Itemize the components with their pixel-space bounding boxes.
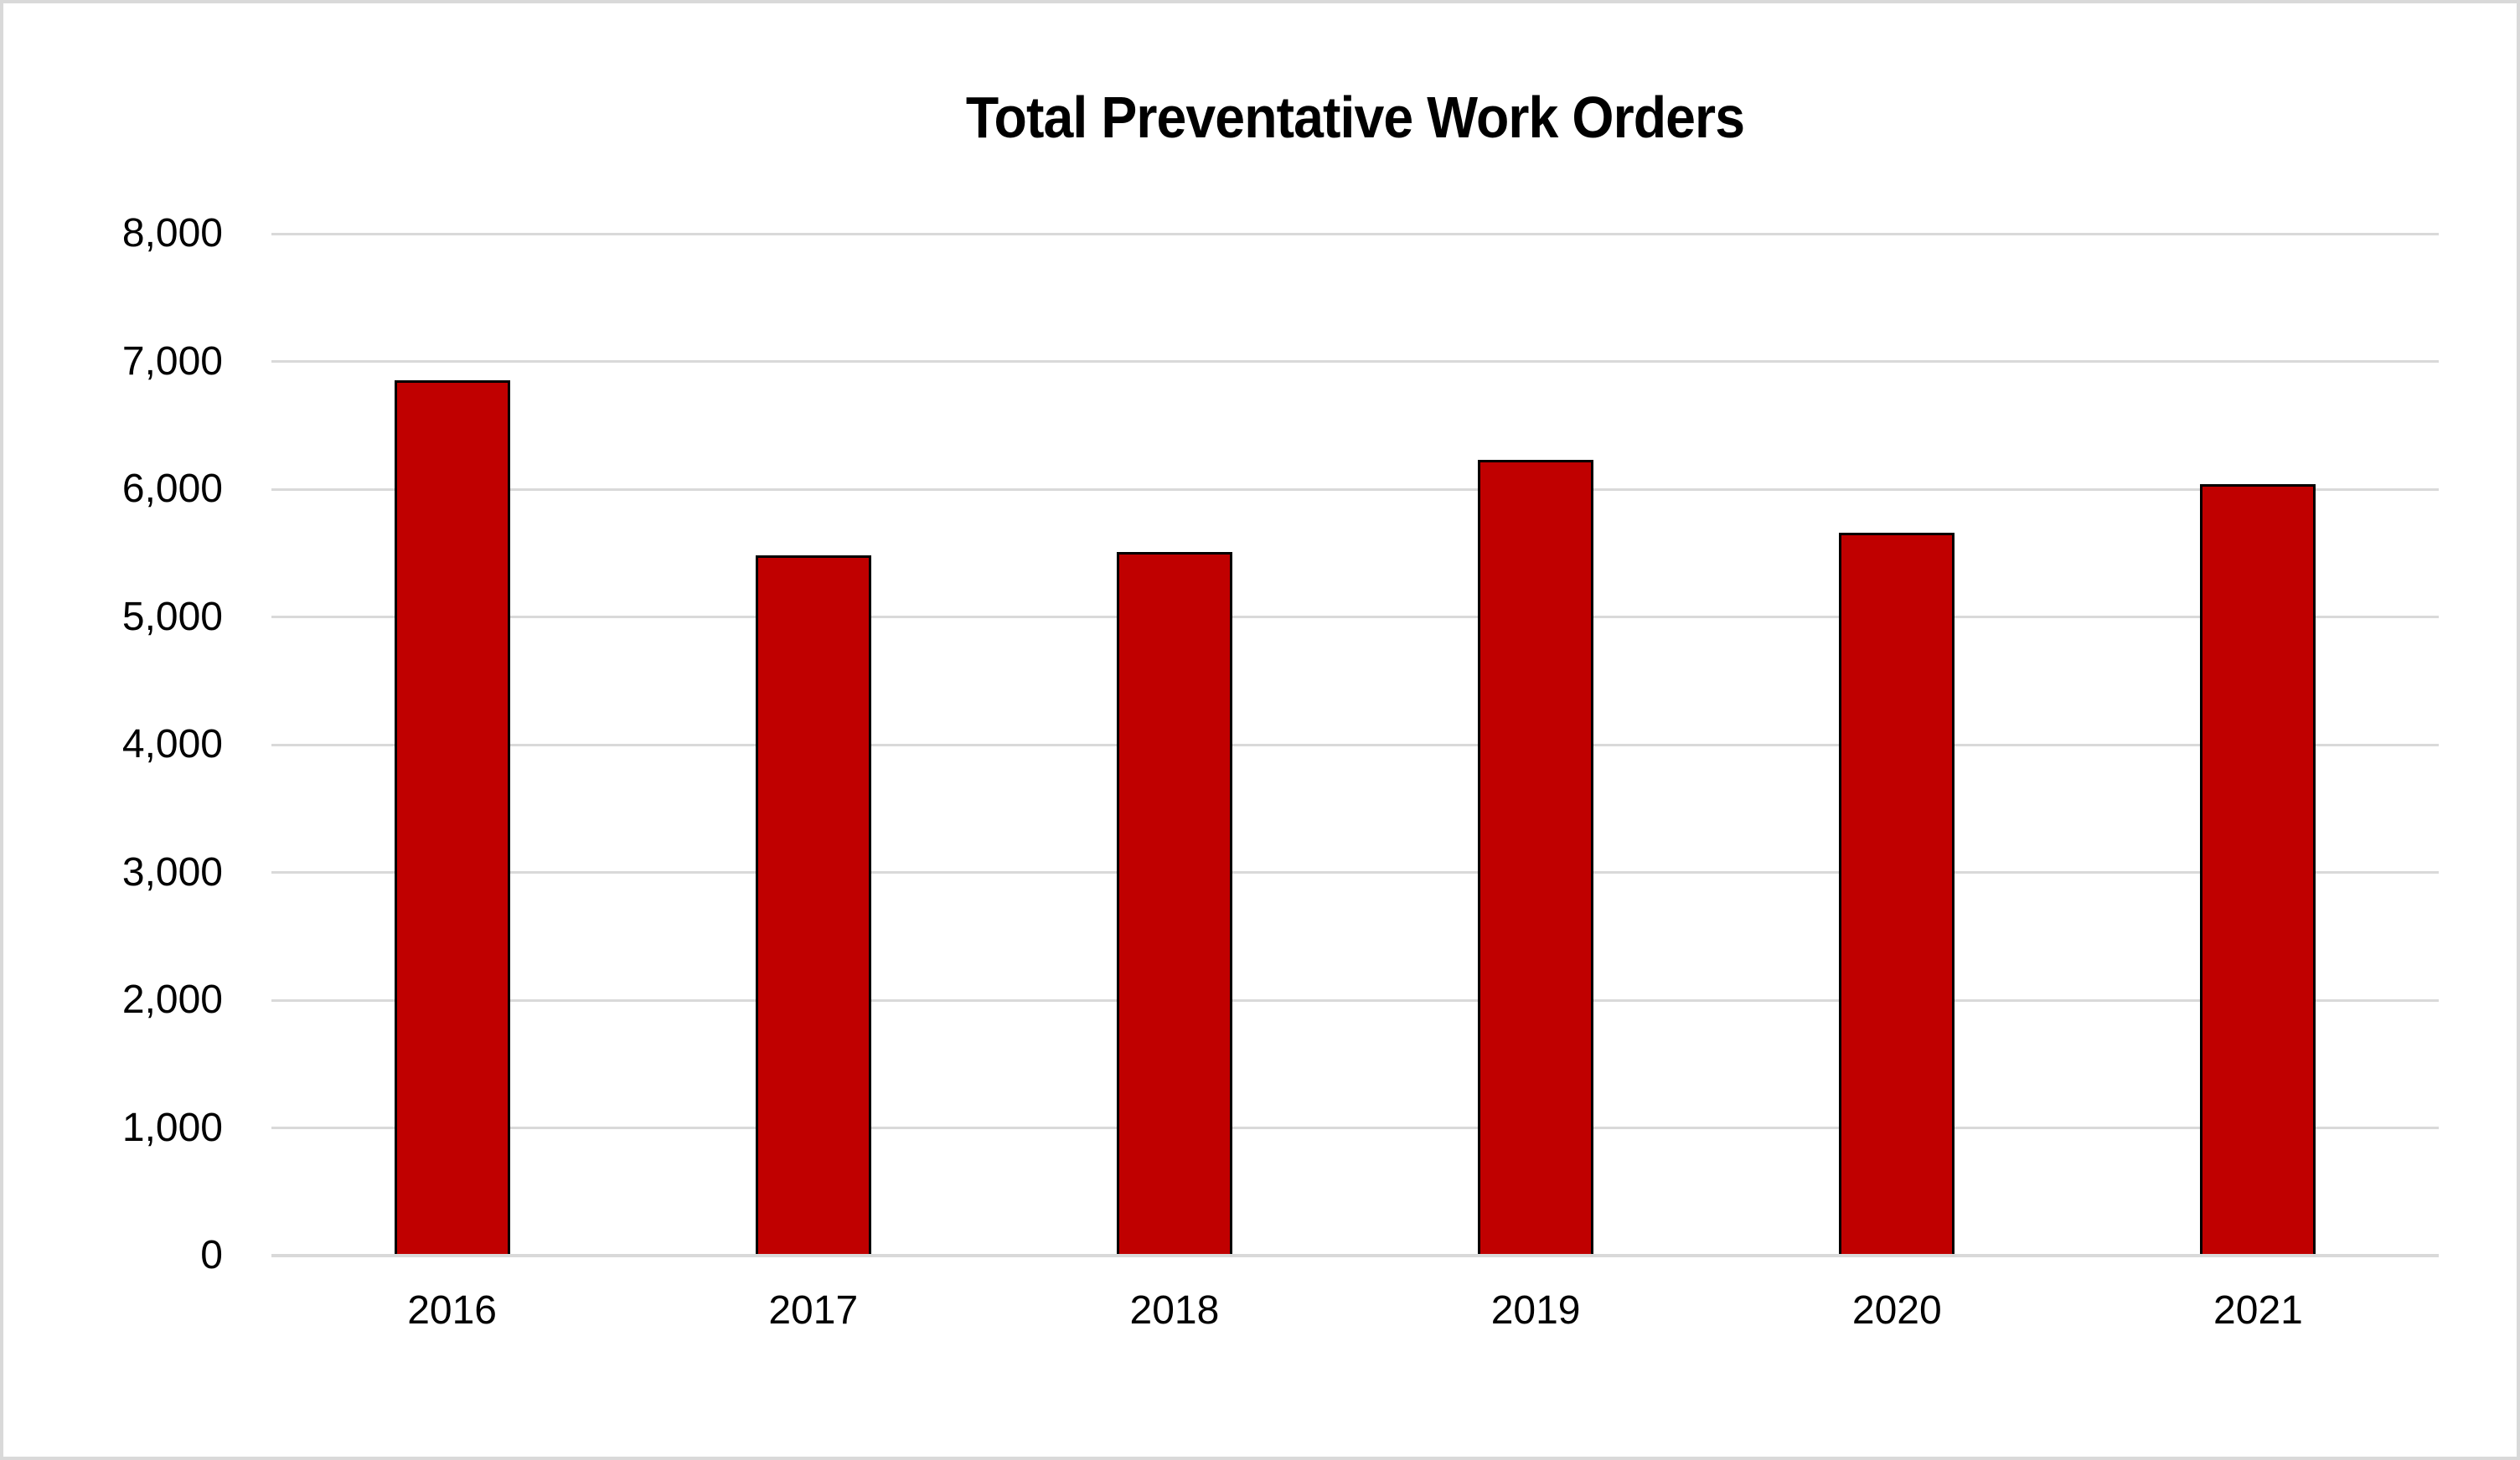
y-tick-label: 2,000 <box>121 978 223 1022</box>
bar-2018 <box>1116 552 1232 1256</box>
x-tick-label-2018: 2018 <box>1129 1288 1220 1333</box>
bar-2020 <box>1839 533 1955 1256</box>
gridline-1000 <box>271 1127 2439 1129</box>
x-tick-label-2016: 2016 <box>407 1288 497 1333</box>
x-axis-tick-labels: 2016 2017 2018 2019 2020 2021 <box>271 1291 2439 1331</box>
bar-series <box>271 234 2439 1256</box>
bar-slot-2017 <box>633 234 994 1256</box>
gridline-5000 <box>271 616 2439 618</box>
x-tick-label-2019: 2019 <box>1490 1288 1581 1333</box>
y-tick-label: 1,000 <box>121 1105 223 1150</box>
bar-slot-2019 <box>1356 234 1717 1256</box>
gridline-7000 <box>271 360 2439 363</box>
bar-slot-2018 <box>994 234 1355 1256</box>
bar-2017 <box>755 555 871 1256</box>
y-tick-label: 7,000 <box>121 338 223 384</box>
bar-slot-2020 <box>1717 234 2078 1256</box>
bar-slot-2021 <box>2078 234 2439 1256</box>
y-tick-label: 3,000 <box>121 849 223 895</box>
x-tick-label-2021: 2021 <box>2213 1288 2303 1333</box>
bar-2019 <box>1478 460 1594 1256</box>
y-tick-label: 8,000 <box>121 211 223 255</box>
plot-area <box>271 232 2439 1257</box>
y-tick-label: 4,000 <box>121 722 223 766</box>
gridline-6000 <box>271 488 2439 491</box>
x-tick-label-2017: 2017 <box>768 1288 859 1333</box>
chart-title: Total Preventative Work Orders <box>965 85 1745 150</box>
gridline-2000 <box>271 998 2439 1002</box>
y-tick-label: 0 <box>200 1233 223 1277</box>
bar-slot-2016 <box>271 234 633 1256</box>
gridline-3000 <box>271 871 2439 874</box>
x-tick-label-2020: 2020 <box>1851 1288 1942 1333</box>
y-axis-tick-labels: 0 1,000 2,000 3,000 4,000 5,000 6,000 7,000 8,00… <box>3 3 223 1457</box>
y-tick-label: 6,000 <box>121 467 223 511</box>
bar-2021 <box>2200 484 2316 1256</box>
x-axis-line <box>271 1254 2439 1257</box>
y-tick-label: 5,000 <box>121 594 223 639</box>
gridline-8000 <box>271 232 2439 235</box>
gridline-4000 <box>271 743 2439 746</box>
bar-2016 <box>394 380 510 1256</box>
